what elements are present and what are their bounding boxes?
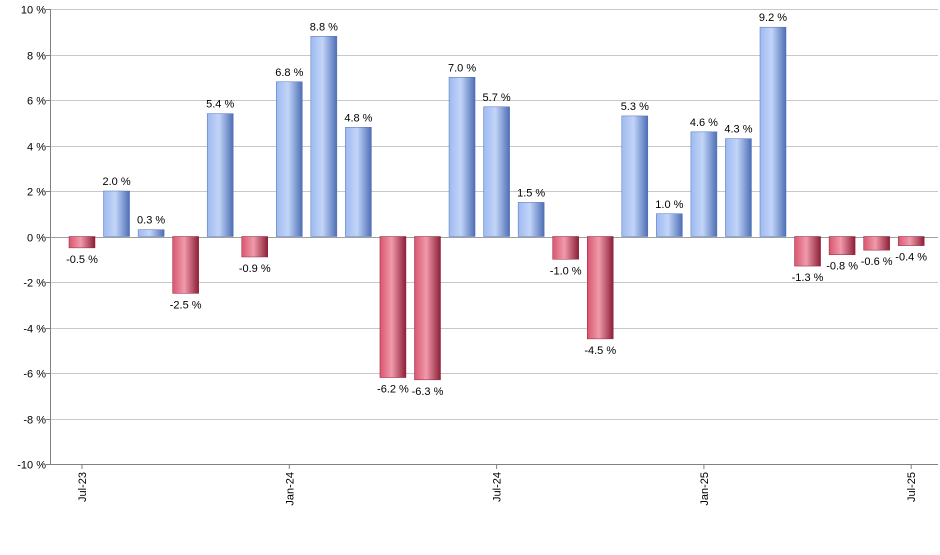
data-label-Nov-23: 5.4 % xyxy=(206,99,234,111)
data-label-Feb-24: 8.8 % xyxy=(310,21,338,33)
bar-Mar-24 xyxy=(345,127,372,237)
y-tick-label: -6 % xyxy=(23,369,46,381)
bar-Apr-25 xyxy=(794,236,821,267)
y-tick-label: 4 % xyxy=(27,142,46,154)
bar-Aug-23 xyxy=(103,190,130,237)
bar-Feb-25 xyxy=(725,138,752,237)
data-label-Feb-25: 4.3 % xyxy=(724,124,752,136)
data-label-Mar-24: 4.8 % xyxy=(344,112,372,124)
bar-Aug-24 xyxy=(517,202,545,237)
y-tick-label: -8 % xyxy=(23,415,46,427)
data-label-Apr-24: -6.2 % xyxy=(377,384,409,396)
data-label-Jun-25: -0.6 % xyxy=(861,256,893,268)
data-label-Jul-25: -0.4 % xyxy=(895,252,927,264)
bar-Feb-24 xyxy=(310,36,338,237)
y-tick-label: -4 % xyxy=(23,324,46,336)
y-tick-label: 10 % xyxy=(21,5,46,17)
data-label-Jul-23: -0.5 % xyxy=(66,254,98,266)
data-label-Apr-25: -1.3 % xyxy=(792,272,824,284)
bar-Jun-24 xyxy=(448,77,476,237)
y-tick-label: -10 % xyxy=(17,460,46,472)
data-label-Dec-23: -0.9 % xyxy=(239,263,271,275)
bar-Dec-24 xyxy=(656,213,683,237)
data-label-Aug-24: 1.5 % xyxy=(517,187,545,199)
x-tick-label: Jan-25 xyxy=(699,472,711,506)
bar-Oct-24 xyxy=(587,236,614,340)
data-label-Sep-24: -1.0 % xyxy=(550,265,582,277)
axis-layer: 10 % 8 % 6 % 4 % 2 % 0 % -2 % -4 % -6 % -8 % -10 %… xyxy=(17,5,938,506)
bar-Nov-23 xyxy=(206,113,234,237)
data-label-Nov-24: 5.3 % xyxy=(621,101,649,113)
bar-Jul-24 xyxy=(483,106,510,237)
bar-Sep-24 xyxy=(552,236,579,260)
data-label-Jun-24: 7.0 % xyxy=(448,62,476,74)
data-label-layer: -0.5 % 2.0 % 0.3 % -2.5 % 5.4 % -0.9 % 6.8 % 8.… xyxy=(66,12,927,398)
y-tick-label: 2 % xyxy=(27,187,46,199)
bar-Jan-24 xyxy=(276,81,303,237)
bar-Jan-25 xyxy=(690,131,718,237)
data-label-Aug-23: 2.0 % xyxy=(102,176,130,188)
data-label-Jan-24: 6.8 % xyxy=(275,67,303,79)
data-label-Oct-24: -4.5 % xyxy=(584,345,616,357)
data-label-Oct-23: -2.5 % xyxy=(170,299,202,311)
data-label-Jan-25: 4.6 % xyxy=(690,117,718,129)
data-label-May-25: -0.8 % xyxy=(826,261,858,273)
bar-Jun-25 xyxy=(863,236,890,251)
bar-Jul-23 xyxy=(68,236,96,249)
data-label-May-24: -6.3 % xyxy=(412,386,444,398)
data-label-Sep-23: 0.3 % xyxy=(137,215,165,227)
bar-Mar-25 xyxy=(759,26,787,237)
bar-layer xyxy=(68,26,925,381)
bar-Jul-25 xyxy=(897,236,925,246)
data-label-Dec-24: 1.0 % xyxy=(655,199,683,211)
x-tick-label: Jul-25 xyxy=(906,472,918,502)
y-tick-label: -2 % xyxy=(23,278,46,290)
x-tick-label: Jul-24 xyxy=(492,472,504,502)
bar-Oct-23 xyxy=(172,236,199,294)
x-tick-label: Jan-24 xyxy=(284,472,296,506)
y-tick-label: 6 % xyxy=(27,96,46,108)
y-tick-label: 0 % xyxy=(27,233,46,245)
data-label-Mar-25: 9.2 % xyxy=(759,12,787,24)
y-tick-label: 8 % xyxy=(27,51,46,63)
bar-Nov-24 xyxy=(621,115,649,237)
bar-Apr-24 xyxy=(379,236,407,378)
bar-Dec-23 xyxy=(241,236,268,258)
bar-Sep-23 xyxy=(137,229,165,237)
bar-May-25 xyxy=(828,236,856,255)
data-label-Jul-24: 5.7 % xyxy=(483,92,511,104)
x-tick-label: Jul-23 xyxy=(77,472,89,502)
bar-May-24 xyxy=(414,236,441,381)
